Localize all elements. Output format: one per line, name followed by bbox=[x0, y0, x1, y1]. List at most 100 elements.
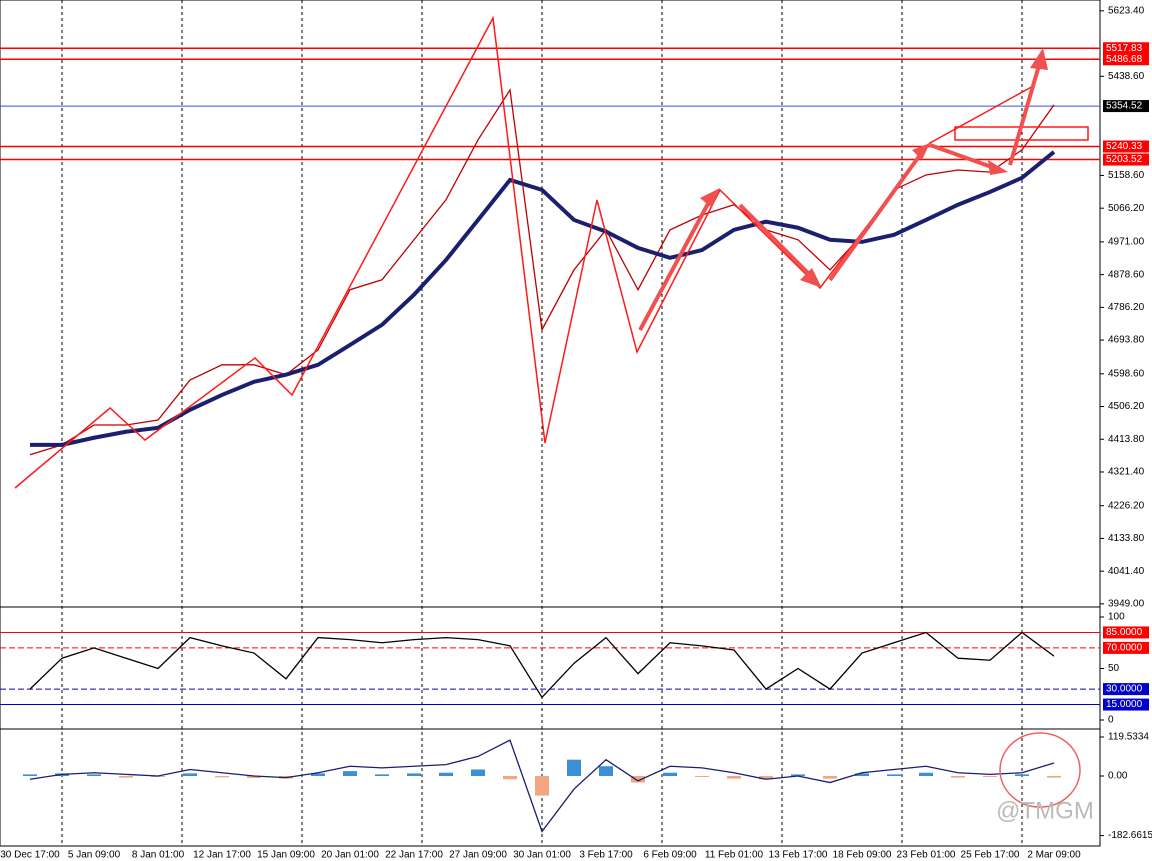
histogram-bar bbox=[855, 773, 869, 777]
histogram-bar bbox=[183, 773, 197, 777]
series-line bbox=[29, 631, 1055, 699]
x-tick-label: 20 Jan 01:00 bbox=[321, 850, 379, 861]
x-tick-label: 15 Jan 09:00 bbox=[257, 850, 315, 861]
x-tick-label: 27 Jan 09:00 bbox=[449, 850, 507, 861]
arrow bbox=[828, 153, 922, 282]
histogram-bar bbox=[407, 773, 421, 777]
histogram-bar bbox=[791, 774, 805, 777]
histogram-bar bbox=[695, 776, 709, 777]
histogram-bar bbox=[919, 772, 933, 777]
level-label: 85.0000 bbox=[1106, 627, 1143, 638]
level-label-box bbox=[1103, 53, 1149, 66]
level-label: 5203.52 bbox=[1106, 154, 1143, 165]
y-tick-label: 3949.00 bbox=[1108, 599, 1145, 610]
arrow bbox=[1008, 61, 1042, 166]
y-tick-label: 119.5334 bbox=[1108, 732, 1149, 743]
histogram-bar bbox=[887, 774, 901, 777]
level-label: 5240.33 bbox=[1106, 141, 1143, 152]
arrow-heads bbox=[700, 48, 1048, 288]
x-tick-label: 22 Jan 17:00 bbox=[385, 850, 443, 861]
histogram-bar bbox=[471, 769, 485, 777]
y-tick-label: 5623.40 bbox=[1108, 5, 1145, 16]
annotations bbox=[14, 15, 1089, 808]
x-tick-label: 23 Feb 01:00 bbox=[897, 850, 956, 861]
level-label-box bbox=[1103, 626, 1149, 639]
histogram-bar bbox=[439, 772, 453, 777]
series-line bbox=[30, 150, 1056, 447]
histogram-bar bbox=[87, 774, 101, 777]
y-tick-label: 5438.60 bbox=[1108, 71, 1145, 82]
highlight-circle bbox=[999, 732, 1081, 808]
y-tick-label: 4786.20 bbox=[1108, 302, 1145, 313]
y-tick-label: 4598.60 bbox=[1108, 368, 1145, 379]
histogram-bar bbox=[311, 773, 325, 777]
level-label-box bbox=[1103, 153, 1149, 166]
histogram-bar bbox=[599, 766, 613, 777]
x-tick-label: 12 Jan 17:00 bbox=[193, 850, 251, 861]
x-tick-label: 5 Jan 09:00 bbox=[68, 850, 121, 861]
x-tick-label: 18 Feb 09:00 bbox=[833, 850, 892, 861]
histogram-bar bbox=[1047, 776, 1061, 778]
x-tick-label: 30 Dec 17:00 bbox=[0, 850, 60, 861]
zigzag bbox=[14, 15, 1036, 489]
histogram-bar bbox=[663, 772, 677, 777]
y-tick-label: 4321.40 bbox=[1108, 467, 1145, 478]
x-tick-label: 11 Feb 01:00 bbox=[705, 850, 764, 861]
arrow-head bbox=[988, 160, 1008, 175]
x-tick-label: 2 Mar 09:00 bbox=[1027, 850, 1081, 861]
histogram-bar bbox=[1015, 774, 1029, 777]
level-label: 5354.52 bbox=[1106, 101, 1143, 112]
histogram-bar bbox=[535, 776, 549, 796]
series-line bbox=[29, 739, 1055, 833]
level-label-box bbox=[1103, 100, 1149, 113]
x-tick-label: 3 Feb 17:00 bbox=[579, 850, 633, 861]
level-label: 15.0000 bbox=[1106, 699, 1143, 710]
y-tick-label: 4693.80 bbox=[1108, 335, 1145, 346]
histogram-bar bbox=[727, 776, 741, 779]
y-tick-label: 4041.40 bbox=[1108, 566, 1145, 577]
level-label: 30.0000 bbox=[1106, 684, 1143, 695]
arrow bbox=[638, 199, 712, 331]
y-tick-label: 5158.60 bbox=[1108, 170, 1145, 181]
y-tick-label: 4971.00 bbox=[1108, 237, 1145, 248]
y-tick-label: 100 bbox=[1108, 612, 1125, 623]
y-tick-label: 0.00 bbox=[1108, 771, 1128, 782]
histogram-bar bbox=[631, 776, 645, 783]
histogram-bar bbox=[215, 776, 229, 778]
histogram-bar bbox=[759, 776, 773, 780]
y-tick-label: 4506.20 bbox=[1108, 401, 1145, 412]
histogram-bar bbox=[823, 776, 837, 779]
watermark: @TMGM bbox=[996, 797, 1094, 824]
level-label: 5517.83 bbox=[1106, 43, 1143, 54]
histogram-bar bbox=[375, 774, 389, 777]
level-label-box bbox=[1103, 140, 1149, 153]
x-tick-label: 6 Feb 09:00 bbox=[643, 850, 697, 861]
y-tick-label: 4133.80 bbox=[1108, 533, 1145, 544]
histogram-bar bbox=[567, 759, 581, 777]
arrow bbox=[738, 203, 817, 282]
y-tick-label: -182.6615 bbox=[1108, 830, 1152, 841]
level-label: 5486.68 bbox=[1106, 54, 1143, 65]
histogram-bar bbox=[951, 776, 965, 778]
arrow-head bbox=[1030, 48, 1048, 70]
histogram-bar bbox=[119, 776, 133, 778]
y-tick-label: 5066.20 bbox=[1108, 203, 1145, 214]
y-tick-label: 4413.80 bbox=[1108, 434, 1145, 445]
y-tick-label: 4226.20 bbox=[1108, 500, 1145, 511]
histogram-bar bbox=[343, 771, 357, 777]
x-tick-label: 8 Jan 01:00 bbox=[132, 850, 185, 861]
x-tick-label: 30 Jan 01:00 bbox=[513, 850, 571, 861]
level-label-box bbox=[1103, 683, 1149, 696]
arrow-head bbox=[912, 143, 930, 160]
arrow bbox=[929, 143, 1001, 172]
histogram-bar bbox=[23, 774, 37, 777]
arrow-head bbox=[800, 268, 822, 288]
histogram-bar bbox=[983, 776, 997, 777]
histogram-bar bbox=[247, 776, 261, 778]
level-label-box bbox=[1103, 698, 1149, 711]
y-tick-label: 50 bbox=[1108, 663, 1120, 674]
arrows bbox=[638, 61, 1042, 331]
y-tick-label: 0 bbox=[1108, 715, 1114, 726]
y-tick-label: 4878.60 bbox=[1108, 269, 1145, 280]
